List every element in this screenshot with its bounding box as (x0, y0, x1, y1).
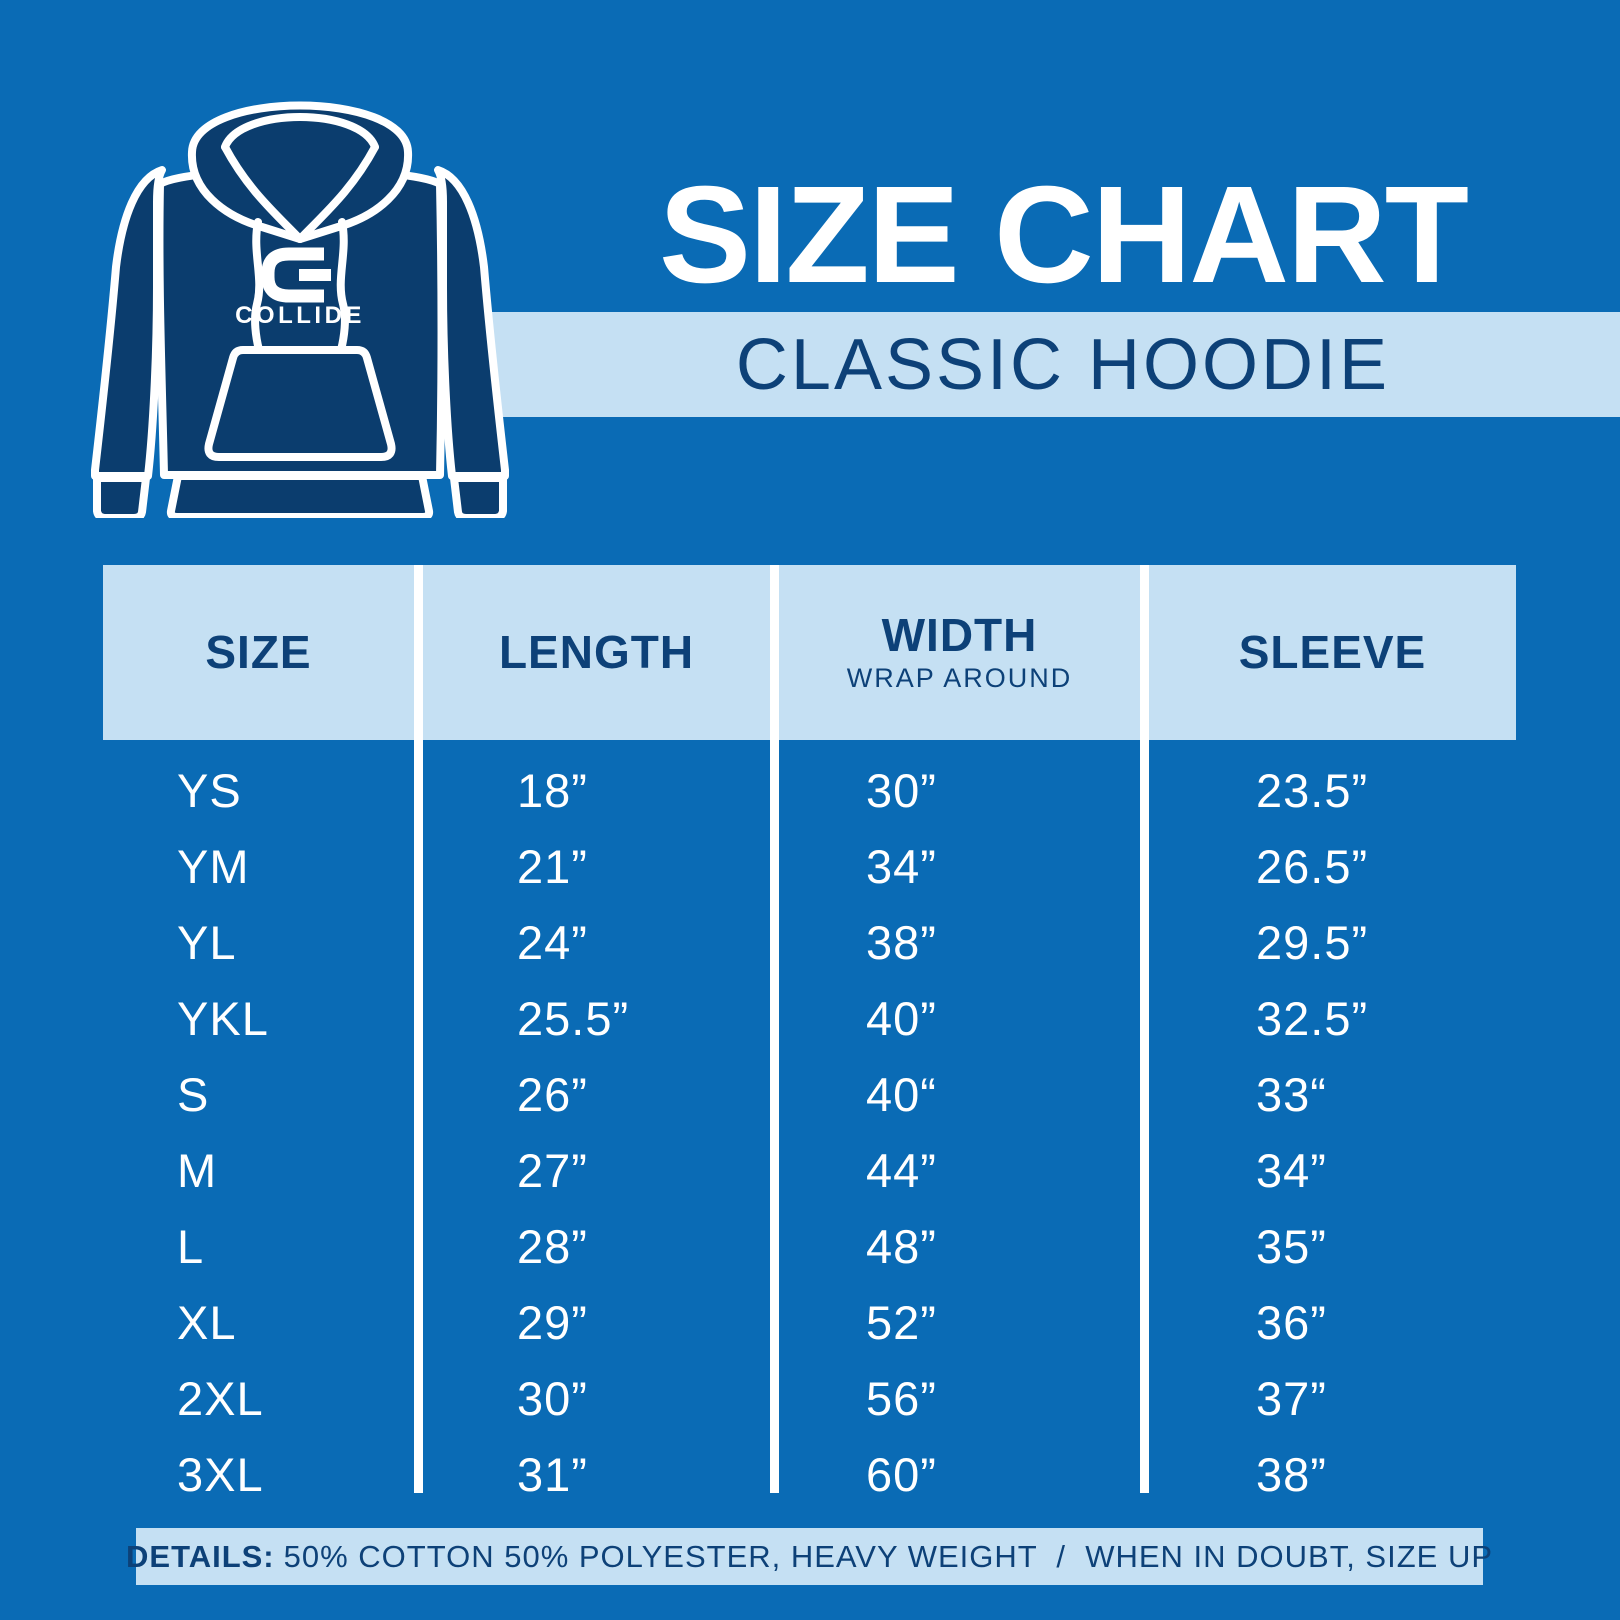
cell-width: 34” (866, 840, 937, 893)
collide-logo-text: COLLIDE (235, 302, 365, 329)
cell-width: 38” (866, 916, 937, 969)
cell-size: YS (177, 764, 242, 817)
cell-sleeve: 23.5” (1256, 764, 1369, 817)
cell-size: YKL (177, 992, 269, 1045)
hoodie-waistband (166, 472, 434, 518)
cell-width: 30” (866, 764, 937, 817)
header-sublabel: WRAP AROUND (846, 663, 1073, 694)
cell-length: 26” (517, 1068, 588, 1121)
header-label: SLEEVE (1238, 626, 1427, 679)
cell-width: 48” (866, 1220, 937, 1273)
hood-v-left (221, 143, 304, 243)
cell-length: 31” (517, 1448, 588, 1501)
table-row: 2XL 30” 56” 37” (103, 1361, 1516, 1437)
header-cell-width: WIDTH WRAP AROUND (779, 565, 1140, 740)
page-title: SIZE CHART (659, 158, 1469, 312)
cell-length: 29” (517, 1296, 588, 1349)
table-row: M 27” 44” 34” (103, 1133, 1516, 1209)
drawstring-right (336, 218, 349, 354)
cell-length: 18” (517, 764, 588, 817)
table-row: S 26” 40“ 33“ (103, 1057, 1516, 1133)
cell-size: S (177, 1068, 210, 1121)
cell-width: 56” (866, 1372, 937, 1425)
hoodie-right-sleeve (434, 166, 509, 480)
header-cell-length: LENGTH (423, 565, 770, 740)
cell-width: 44” (866, 1144, 937, 1197)
cell-size: L (177, 1220, 205, 1273)
cell-sleeve: 38” (1256, 1448, 1327, 1501)
cell-size: 3XL (177, 1448, 264, 1501)
cell-length: 25.5” (517, 992, 630, 1045)
cell-sleeve: 32.5” (1256, 992, 1369, 1045)
cell-sleeve: 26.5” (1256, 840, 1369, 893)
cell-sleeve: 37” (1256, 1372, 1327, 1425)
cell-width: 40” (866, 992, 937, 1045)
table-row: 3XL 31” 60” 38” (103, 1437, 1516, 1513)
cell-length: 24” (517, 916, 588, 969)
table-row: L 28” 48” 35” (103, 1209, 1516, 1285)
table-row: XL 29” 52” 36” (103, 1285, 1516, 1361)
table-body: YS 18” 30” 23.5” YM 21” 34” 26.5” YL 24” 38” 29.5” Y… (103, 753, 1516, 1513)
cell-sleeve: 33“ (1256, 1068, 1327, 1121)
table-row: YL 24” 38” 29.5” (103, 905, 1516, 981)
column-separator (770, 565, 779, 1493)
hood-opening (221, 113, 379, 151)
collide-c-icon (261, 247, 331, 303)
table-row: YM 21” 34” 26.5” (103, 829, 1516, 905)
cell-width: 60” (866, 1448, 937, 1501)
header-label: SIZE (205, 626, 312, 679)
cell-sleeve: 29.5” (1256, 916, 1369, 969)
header-label: WIDTH (881, 608, 1038, 661)
table-row: YKL 25.5” 40” 32.5” (103, 981, 1516, 1057)
hoodie-hood (187, 101, 413, 243)
cell-size: YM (177, 840, 250, 893)
cell-length: 27” (517, 1144, 588, 1197)
header-cell-size: SIZE (103, 565, 414, 740)
hoodie-illustration: COLLIDE (91, 101, 509, 518)
details-text: 50% COTTON 50% POLYESTER, HEAVY WEIGHT /… (283, 1538, 1494, 1574)
cell-width: 52” (866, 1296, 937, 1349)
cell-size: XL (177, 1296, 237, 1349)
header-label: LENGTH (498, 626, 695, 679)
drawstring-left (251, 218, 264, 354)
cell-length: 28” (517, 1220, 588, 1273)
column-separator (414, 565, 423, 1493)
details-bar: DETAILS: 50% COTTON 50% POLYESTER, HEAVY… (126, 1528, 1492, 1585)
cell-length: 21” (517, 840, 588, 893)
cell-sleeve: 34” (1256, 1144, 1327, 1197)
hoodie-left-cuff (93, 474, 150, 518)
cell-sleeve: 35” (1256, 1220, 1327, 1273)
hoodie-right-cuff (450, 474, 507, 518)
cell-size: M (177, 1144, 218, 1197)
cell-length: 30” (517, 1372, 588, 1425)
page-subtitle: CLASSIC HOODIE (735, 324, 1391, 405)
details-label: DETAILS: (126, 1538, 275, 1574)
cell-size: YL (177, 916, 237, 969)
hood-v-right (296, 143, 379, 243)
hoodie-pocket (204, 346, 396, 461)
header-cell-sleeve: SLEEVE (1149, 565, 1516, 740)
hoodie-left-sleeve (91, 166, 166, 480)
table-header: SIZE LENGTH WIDTH WRAP AROUND SLEEVE (103, 565, 1516, 740)
subtitle-banner (350, 312, 1620, 417)
column-separator (1140, 565, 1149, 1493)
cell-sleeve: 36” (1256, 1296, 1327, 1349)
table-row: YS 18” 30” 23.5” (103, 753, 1516, 829)
cell-size: 2XL (177, 1372, 264, 1425)
cell-width: 40“ (866, 1068, 937, 1121)
